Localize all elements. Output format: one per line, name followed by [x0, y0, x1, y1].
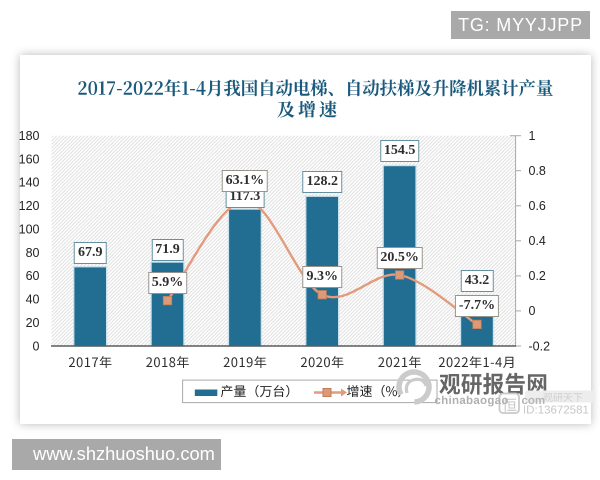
svg-text:0.2: 0.2	[529, 269, 546, 283]
svg-text:160: 160	[19, 152, 40, 166]
svg-text:0.8: 0.8	[529, 164, 546, 178]
svg-text:60: 60	[26, 269, 40, 283]
svg-text:140: 140	[19, 176, 40, 190]
svg-text:1: 1	[529, 129, 536, 143]
svg-text:0.6: 0.6	[529, 199, 546, 213]
svg-text:20: 20	[26, 316, 40, 330]
svg-text:0: 0	[33, 339, 40, 353]
svg-text:0.4: 0.4	[529, 234, 546, 248]
svg-text:100: 100	[19, 223, 40, 237]
svg-text:-0.2: -0.2	[529, 339, 551, 353]
svg-text:80: 80	[26, 246, 40, 260]
svg-text:0: 0	[529, 304, 536, 318]
svg-text:40: 40	[26, 293, 40, 307]
svg-text:180: 180	[19, 129, 40, 143]
svg-text:120: 120	[19, 199, 40, 213]
